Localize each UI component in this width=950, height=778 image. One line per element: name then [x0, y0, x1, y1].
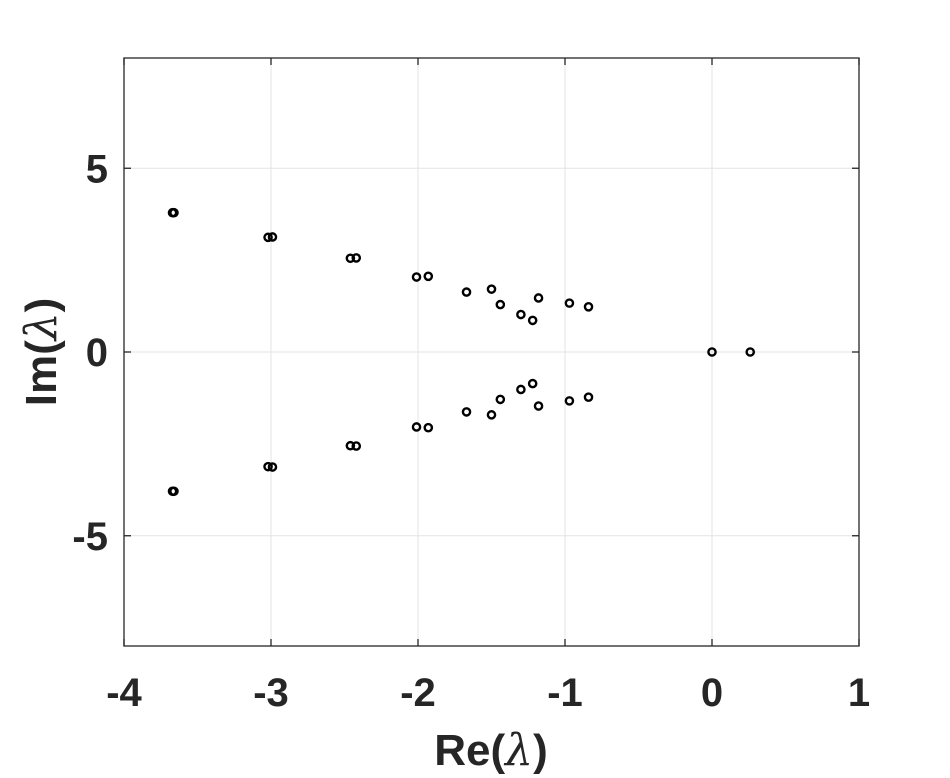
data-point — [495, 299, 506, 310]
data-points — [167, 207, 756, 497]
data-point — [169, 486, 179, 497]
y-tick-labels: -5 0 5 — [72, 147, 108, 559]
y-tick-label: -5 — [72, 515, 108, 559]
data-point — [564, 396, 575, 406]
x-tick-label: -1 — [547, 671, 583, 715]
data-point — [267, 462, 278, 472]
data-point — [351, 441, 362, 451]
x-tick-label: -3 — [253, 671, 289, 715]
data-point — [516, 309, 526, 320]
data-point — [461, 287, 472, 297]
axis-ticks — [123, 58, 860, 646]
data-point — [345, 440, 356, 451]
data-point — [564, 298, 575, 308]
data-point — [423, 422, 434, 433]
data-point — [583, 392, 594, 403]
data-point — [516, 384, 526, 395]
data-point — [411, 422, 422, 432]
y-axis-label: Im(λ) — [16, 298, 67, 407]
x-tick-labels: -4 -3 -2 -1 0 1 — [106, 671, 870, 715]
data-point — [533, 401, 544, 411]
data-point — [527, 378, 538, 389]
y-tick-label: 5 — [86, 147, 108, 191]
x-tick-label: 0 — [701, 671, 723, 715]
data-point — [411, 272, 422, 282]
x-axis-label: Re(λ) — [434, 725, 547, 776]
data-point — [486, 284, 497, 294]
y-tick-label: 0 — [86, 331, 108, 375]
data-point — [351, 253, 362, 263]
data-point — [486, 410, 497, 420]
data-point — [263, 461, 273, 472]
data-point — [461, 407, 472, 417]
data-point — [745, 347, 756, 357]
data-point — [495, 394, 506, 405]
data-point — [533, 293, 544, 303]
x-tick-label: -2 — [400, 671, 436, 715]
data-point — [169, 207, 179, 218]
x-tick-label: 1 — [848, 671, 870, 715]
data-point — [345, 253, 356, 264]
x-tick-label: -4 — [106, 671, 142, 715]
data-point — [263, 232, 273, 243]
data-point — [527, 315, 538, 326]
data-point — [583, 301, 594, 312]
data-point — [267, 232, 278, 242]
data-point — [423, 271, 434, 282]
data-point — [707, 347, 717, 357]
